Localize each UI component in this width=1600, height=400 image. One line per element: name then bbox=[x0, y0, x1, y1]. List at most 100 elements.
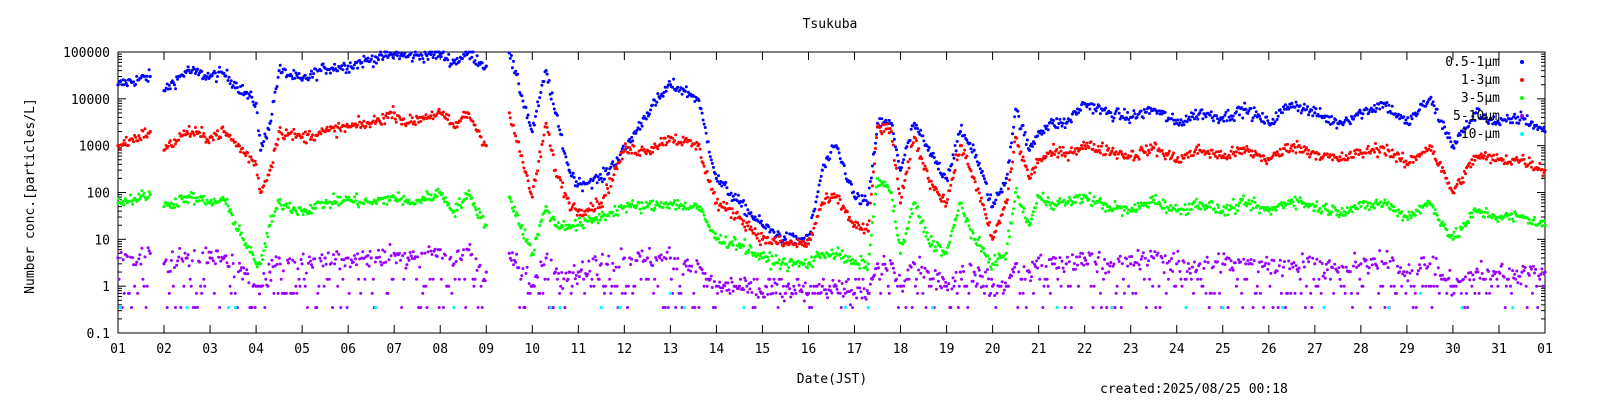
data-point bbox=[993, 253, 997, 257]
data-point bbox=[837, 194, 841, 198]
data-point bbox=[352, 195, 356, 199]
data-point bbox=[1150, 200, 1154, 204]
data-point bbox=[348, 61, 352, 65]
data-point bbox=[515, 211, 519, 215]
data-point bbox=[712, 280, 716, 284]
data-point bbox=[541, 139, 545, 143]
data-point bbox=[361, 124, 365, 128]
data-point bbox=[986, 193, 989, 197]
data-point bbox=[896, 284, 899, 288]
data-point bbox=[359, 126, 363, 129]
data-point bbox=[242, 266, 246, 270]
data-point bbox=[389, 110, 393, 114]
data-point bbox=[844, 177, 848, 181]
data-point bbox=[1505, 113, 1509, 117]
data-point bbox=[737, 284, 742, 288]
data-point bbox=[1020, 205, 1024, 209]
data-point bbox=[719, 202, 723, 206]
data-point bbox=[428, 277, 432, 281]
data-point bbox=[635, 203, 639, 207]
data-point bbox=[174, 87, 177, 91]
data-point bbox=[561, 181, 565, 185]
data-point bbox=[611, 261, 615, 265]
data-point bbox=[334, 124, 338, 128]
data-point bbox=[895, 226, 898, 230]
data-point bbox=[168, 87, 172, 91]
data-point bbox=[339, 306, 343, 309]
data-point bbox=[1399, 159, 1403, 163]
data-point bbox=[463, 277, 467, 281]
data-point bbox=[604, 218, 607, 222]
data-point bbox=[305, 306, 309, 309]
data-point bbox=[1333, 206, 1337, 209]
data-point bbox=[280, 132, 284, 136]
x-tick-label: 21 bbox=[1031, 342, 1047, 357]
data-point bbox=[444, 253, 447, 257]
data-point bbox=[1162, 207, 1166, 210]
data-point bbox=[814, 254, 818, 258]
data-point bbox=[544, 121, 548, 125]
data-point bbox=[1293, 195, 1297, 199]
data-point bbox=[1410, 117, 1414, 121]
data-point bbox=[418, 57, 422, 61]
data-point bbox=[815, 195, 819, 199]
data-point bbox=[612, 173, 616, 177]
data-point bbox=[655, 100, 659, 104]
data-point bbox=[512, 263, 515, 267]
data-point bbox=[733, 216, 737, 220]
data-point bbox=[594, 215, 598, 219]
data-point bbox=[1193, 150, 1196, 154]
data-point bbox=[702, 122, 706, 126]
data-point bbox=[777, 277, 781, 281]
data-point bbox=[954, 149, 958, 153]
data-point bbox=[622, 148, 627, 152]
data-point bbox=[911, 124, 915, 128]
data-point bbox=[681, 273, 685, 276]
data-point bbox=[591, 257, 595, 261]
data-point bbox=[789, 295, 793, 299]
data-point bbox=[681, 207, 685, 211]
data-point bbox=[856, 221, 860, 225]
data-point bbox=[1288, 149, 1292, 153]
data-point bbox=[528, 124, 532, 127]
data-point bbox=[322, 205, 326, 209]
data-point bbox=[432, 195, 436, 199]
data-point bbox=[1056, 155, 1060, 159]
data-point bbox=[842, 164, 846, 168]
data-point bbox=[730, 280, 734, 284]
data-point bbox=[371, 277, 375, 281]
data-point bbox=[950, 287, 954, 291]
data-point bbox=[531, 252, 535, 256]
data-point bbox=[509, 200, 513, 204]
data-point bbox=[339, 129, 343, 133]
data-point bbox=[148, 130, 152, 134]
data-point bbox=[553, 270, 557, 274]
data-point bbox=[1494, 159, 1498, 163]
data-point bbox=[1000, 213, 1004, 216]
data-point bbox=[777, 258, 781, 262]
data-point bbox=[1013, 115, 1017, 119]
data-point bbox=[897, 159, 900, 163]
data-point bbox=[814, 200, 818, 204]
data-point bbox=[273, 147, 277, 151]
data-point bbox=[637, 252, 641, 256]
data-point bbox=[870, 221, 874, 224]
series-3 bbox=[116, 243, 1547, 309]
data-point bbox=[1196, 117, 1200, 121]
data-point bbox=[885, 122, 889, 126]
data-point bbox=[292, 127, 296, 131]
data-point bbox=[146, 195, 150, 199]
data-point bbox=[991, 205, 995, 209]
data-point bbox=[198, 131, 202, 135]
data-point bbox=[198, 199, 202, 203]
data-point bbox=[1382, 146, 1386, 150]
data-point bbox=[1468, 161, 1472, 165]
data-point bbox=[989, 265, 993, 269]
data-point bbox=[752, 231, 756, 235]
data-point bbox=[931, 151, 935, 155]
data-point bbox=[954, 270, 958, 274]
data-point bbox=[1296, 109, 1300, 113]
data-point bbox=[915, 139, 918, 143]
x-tick-label: 11 bbox=[570, 342, 586, 357]
